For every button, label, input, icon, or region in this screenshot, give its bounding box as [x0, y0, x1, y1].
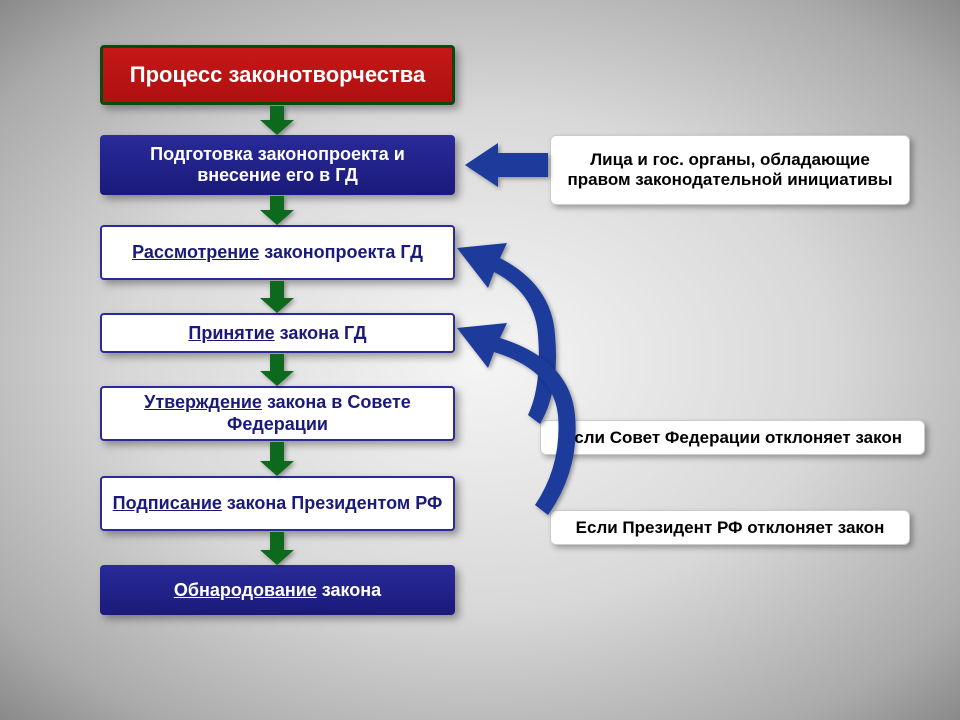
down-arrows	[260, 106, 294, 565]
diagram-canvas: Процесс законотворчества Подготовка зако…	[0, 0, 960, 720]
arrows-layer	[0, 0, 960, 720]
arrow-president-reject	[457, 323, 576, 515]
arrow-initiative	[465, 143, 548, 187]
